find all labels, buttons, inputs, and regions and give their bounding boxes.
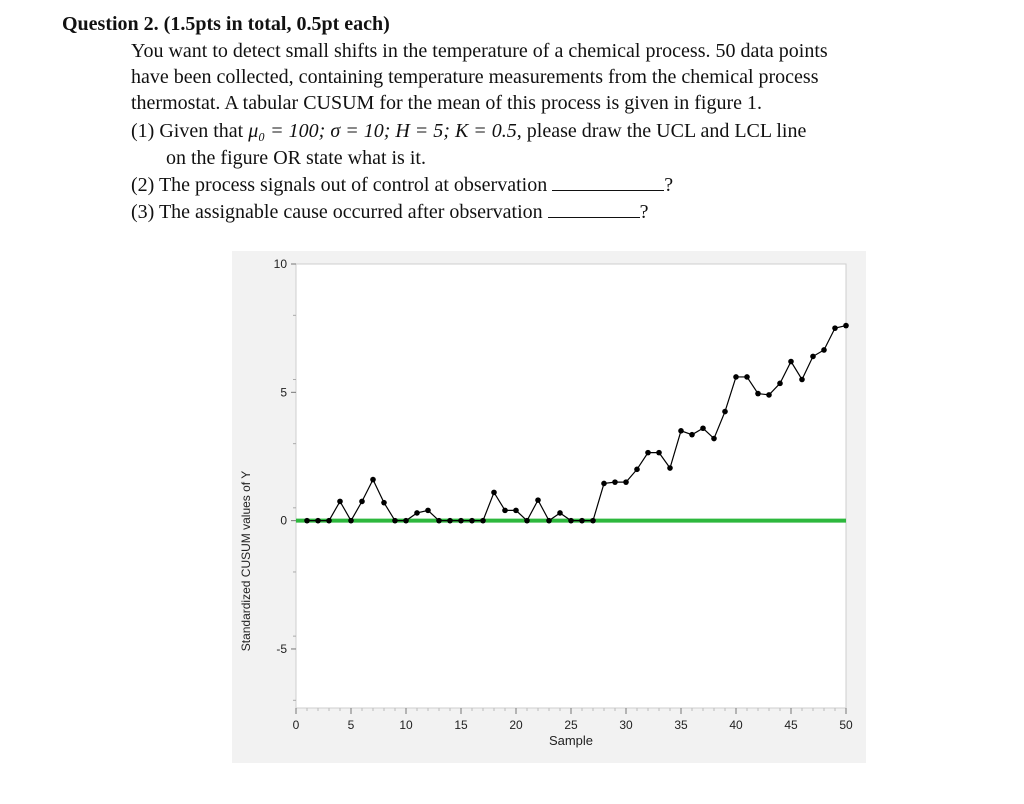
cusum-data-point bbox=[711, 435, 717, 442]
y-tick-label: 5 bbox=[280, 385, 287, 399]
cusum-data-point bbox=[821, 347, 827, 353]
cusum-data-point bbox=[546, 517, 552, 524]
x-tick-label: 15 bbox=[454, 718, 468, 732]
cusum-data-point bbox=[469, 517, 475, 524]
plot-area bbox=[295, 263, 847, 709]
cusum-data-point bbox=[645, 449, 651, 456]
cusum-data-point bbox=[601, 480, 607, 487]
part-1-line-2: on the figure OR state what is it. bbox=[166, 147, 426, 169]
part-1-prefix: (1) Given that bbox=[131, 120, 249, 142]
cusum-data-point bbox=[799, 376, 805, 383]
cusum-data-point bbox=[524, 517, 530, 524]
cusum-data-point bbox=[436, 517, 442, 524]
cusum-data-point bbox=[414, 510, 420, 516]
cusum-data-point bbox=[392, 517, 398, 524]
cusum-data-point bbox=[326, 517, 332, 524]
x-tick-label: 25 bbox=[564, 718, 578, 732]
cusum-chart-figure: 10 5 0 -5 0 5 10 15 20 25 30 35 40 45 50 Sample Standard… bbox=[232, 251, 866, 763]
cusum-data-point bbox=[788, 358, 794, 365]
cusum-data-point bbox=[513, 507, 519, 514]
x-tick-label: 0 bbox=[293, 718, 300, 732]
cusum-data-point bbox=[612, 479, 618, 485]
part-3-line: (3) The assignable cause occurred after … bbox=[131, 199, 649, 225]
x-tick-label: 10 bbox=[399, 718, 413, 732]
cusum-data-point bbox=[568, 517, 574, 524]
part-1-suffix: , please draw the UCL and LCL line bbox=[516, 120, 807, 142]
cusum-data-point bbox=[689, 431, 695, 438]
cusum-data-point bbox=[777, 380, 783, 387]
cusum-data-point bbox=[579, 517, 585, 524]
cusum-data-point bbox=[810, 353, 816, 360]
cusum-data-point bbox=[337, 498, 343, 505]
cusum-data-point bbox=[304, 517, 310, 524]
y-tick-label: 0 bbox=[280, 514, 287, 528]
x-tick-label: 45 bbox=[784, 718, 798, 732]
cusum-data-point bbox=[700, 425, 706, 432]
cusum-data-point bbox=[447, 517, 453, 524]
question-title: Question 2. (1.5pts in total, 0.5pt each… bbox=[62, 13, 390, 35]
cusum-data-point bbox=[678, 428, 684, 434]
x-tick-label: 35 bbox=[674, 718, 688, 732]
y-tick-label: 10 bbox=[274, 257, 288, 271]
part-2-line: (2) The process signals out of control a… bbox=[131, 172, 673, 198]
part-2-text: (2) The process signals out of control a… bbox=[131, 174, 548, 196]
part-3-question-mark: ? bbox=[639, 201, 649, 223]
part-3-answer-blank[interactable] bbox=[547, 199, 640, 218]
x-axis-label: Sample bbox=[549, 733, 593, 748]
cusum-data-point bbox=[766, 392, 772, 398]
cusum-data-point bbox=[480, 517, 486, 524]
cusum-data-point bbox=[843, 322, 849, 329]
question-intro-line-3: thermostat. A tabular CUSUM for the mean… bbox=[131, 92, 763, 114]
part-1-line-1: (1) Given that μ₀ = 100; σ = 10; H = 5; … bbox=[131, 118, 806, 144]
cusum-data-point bbox=[590, 517, 596, 524]
cusum-data-point bbox=[458, 517, 464, 524]
x-tick-label: 20 bbox=[509, 718, 523, 732]
cusum-data-point bbox=[403, 517, 409, 524]
cusum-data-point bbox=[755, 390, 761, 397]
question-intro-line-2: have been collected, containing temperat… bbox=[131, 66, 819, 88]
question-intro-line-1: You want to detect small shifts in the t… bbox=[131, 40, 828, 62]
cusum-data-point bbox=[557, 510, 563, 516]
cusum-data-point bbox=[832, 325, 838, 331]
part-1-formula: μ₀ = 100; σ = 10; H = 5; K = 0.5 bbox=[248, 120, 517, 142]
y-tick-label: -5 bbox=[276, 642, 287, 656]
y-axis-label: Standardized CUSUM values of Y bbox=[239, 471, 253, 652]
cusum-data-point bbox=[722, 408, 728, 415]
x-tick-label: 30 bbox=[619, 718, 633, 732]
part-3-text: (3) The assignable cause occurred after … bbox=[131, 201, 543, 223]
cusum-data-point bbox=[359, 498, 365, 505]
cusum-data-point bbox=[491, 489, 497, 496]
cusum-data-point bbox=[535, 497, 541, 503]
cusum-data-point bbox=[634, 466, 640, 473]
cusum-data-point bbox=[348, 517, 354, 524]
cusum-data-point bbox=[502, 507, 508, 514]
cusum-data-point bbox=[425, 507, 431, 514]
cusum-data-point bbox=[381, 499, 387, 506]
cusum-data-point bbox=[623, 479, 629, 485]
cusum-data-point bbox=[315, 517, 321, 524]
cusum-data-point bbox=[370, 476, 376, 483]
part-2-answer-blank[interactable] bbox=[552, 172, 665, 191]
x-tick-label: 5 bbox=[348, 718, 355, 732]
cusum-data-point bbox=[744, 374, 750, 380]
part-2-question-mark: ? bbox=[664, 174, 674, 196]
cusum-data-point bbox=[667, 465, 673, 471]
x-tick-label: 50 bbox=[839, 718, 853, 732]
x-tick-label: 40 bbox=[729, 718, 743, 732]
cusum-data-point bbox=[656, 449, 662, 456]
cusum-data-point bbox=[733, 374, 739, 380]
